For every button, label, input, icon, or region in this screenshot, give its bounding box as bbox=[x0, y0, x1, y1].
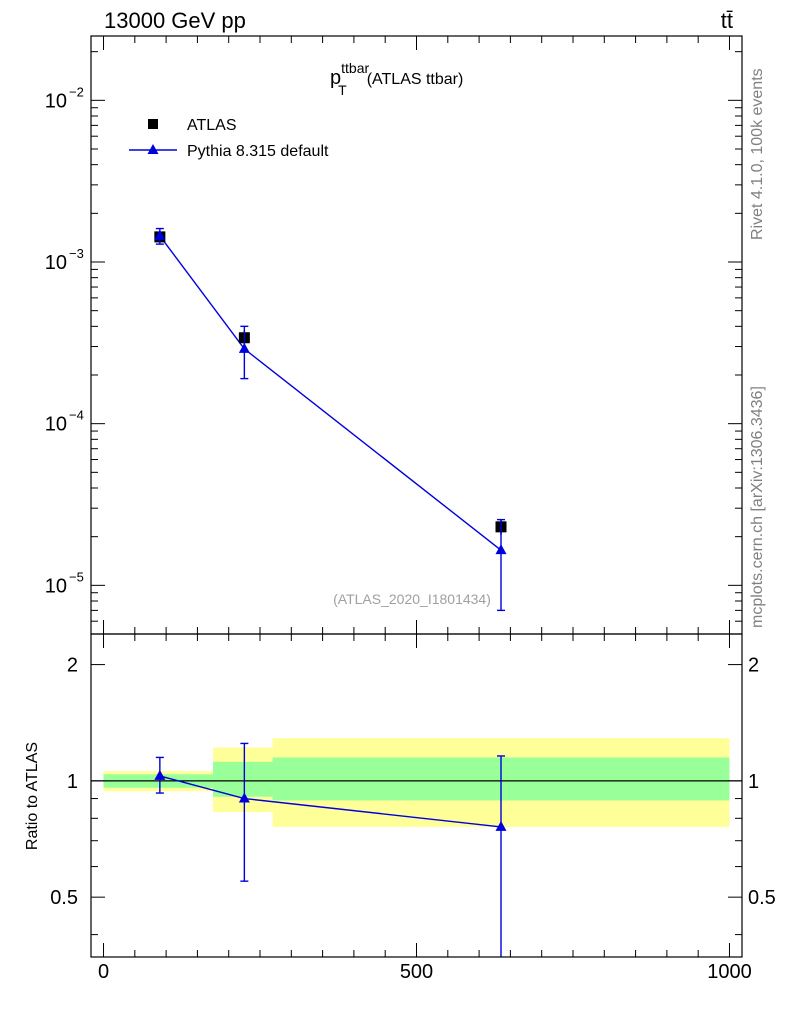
analysis-label: (ATLAS_2020_I1801434) bbox=[333, 591, 491, 607]
legend-atlas-marker bbox=[148, 119, 158, 129]
ratio-y-tick-label-right: 2 bbox=[748, 655, 759, 677]
y-tick-label: 10 bbox=[45, 90, 67, 112]
ratio-panel: 0.5 0.5 1 1 2 2 0 500 1000 Ratio to ATLAS bbox=[24, 633, 776, 983]
y-tick-label-exponent: −5 bbox=[69, 569, 84, 584]
main-panel: pttbar T (ATLAS ttbar) ATLAS Pythia 8.315 … bbox=[45, 35, 743, 635]
ratio-y-tick-label-right: 1 bbox=[748, 771, 759, 793]
main-marks bbox=[154, 227, 507, 612]
y-tick-label: 10 bbox=[45, 252, 67, 274]
process-label: tt̄ bbox=[721, 8, 733, 33]
ratio-bands bbox=[91, 738, 742, 827]
mc-point bbox=[495, 544, 507, 555]
ratio-y-tick-label-left: 2 bbox=[67, 655, 78, 677]
y-tick-label-exponent: −3 bbox=[69, 246, 84, 261]
y-tick-label: 10 bbox=[45, 575, 67, 597]
y-tick-label: 10 bbox=[45, 414, 67, 436]
y-tick-label-exponent: −2 bbox=[69, 84, 84, 99]
legend-mc-label: Pythia 8.315 default bbox=[187, 143, 329, 160]
main-ticks bbox=[91, 36, 742, 634]
ratio-y-tick-label-left: 0.5 bbox=[50, 887, 78, 909]
legend: ATLAS Pythia 8.315 default bbox=[129, 117, 329, 160]
x-tick-label: 0 bbox=[98, 961, 109, 983]
ratio-y-axis-label: Ratio to ATLAS bbox=[24, 742, 41, 850]
title-rest: (ATLAS ttbar) bbox=[367, 71, 464, 88]
main-y-tick-labels: 10−510−410−310−2 bbox=[45, 84, 84, 597]
y-tick-label-exponent: −4 bbox=[69, 408, 84, 423]
title-main: p bbox=[330, 67, 341, 89]
ratio-tick-labels: 0.5 0.5 1 1 2 2 0 500 1000 bbox=[50, 655, 776, 983]
ratio-point bbox=[495, 820, 507, 831]
ratio-y-tick-label-left: 1 bbox=[67, 771, 78, 793]
title-sub: T bbox=[338, 82, 347, 98]
plot-title: pttbar T (ATLAS ttbar) bbox=[330, 60, 463, 98]
ratio-y-tick-label-right: 0.5 bbox=[748, 887, 776, 909]
mcplots-label: mcplots.cern.ch [arXiv:1306.3436] bbox=[749, 386, 766, 628]
ratio-point bbox=[154, 769, 166, 780]
mc-point bbox=[154, 229, 166, 240]
x-tick-label: 500 bbox=[400, 961, 433, 983]
ratio-marks bbox=[154, 742, 507, 957]
legend-atlas-label: ATLAS bbox=[187, 117, 237, 134]
ratio-band-inner bbox=[213, 761, 273, 797]
legend-mc-marker bbox=[147, 144, 159, 154]
title-sup: ttbar bbox=[341, 60, 369, 76]
ratio-point bbox=[238, 792, 250, 803]
ratio-ticks bbox=[91, 634, 742, 957]
mc-point bbox=[238, 342, 250, 353]
x-tick-label: 1000 bbox=[707, 961, 752, 983]
rivet-label: Rivet 4.1.0, 100k events bbox=[749, 68, 766, 240]
mc-series-line bbox=[159, 235, 502, 551]
energy-label: 13000 GeV pp bbox=[104, 8, 246, 33]
